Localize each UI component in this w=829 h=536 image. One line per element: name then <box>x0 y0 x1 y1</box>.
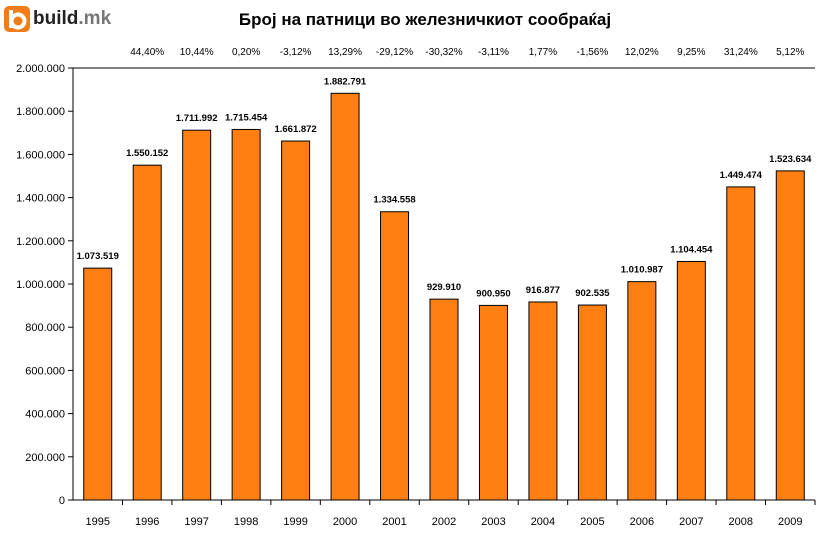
pct-change-2006: 12,02% <box>625 47 659 58</box>
y-tick-label: 800.000 <box>25 322 65 334</box>
data-label-2009: 1.523.634 <box>769 154 812 165</box>
x-label-1997: 1997 <box>184 516 208 528</box>
build-mk-logo: build.mk <box>4 6 111 32</box>
x-label-2005: 2005 <box>580 516 604 528</box>
data-label-1999: 1.661.872 <box>274 124 316 135</box>
bar-2003 <box>478 304 508 501</box>
data-label-1995: 1.073.519 <box>77 251 119 262</box>
bar-2008 <box>726 186 756 501</box>
bar-1997 <box>182 129 212 501</box>
x-label-2000: 2000 <box>333 516 357 528</box>
y-tick-label: 1.800.000 <box>16 106 65 118</box>
bar-2009 <box>775 170 805 501</box>
x-label-2001: 2001 <box>382 516 406 528</box>
y-tick-label: 1.600.000 <box>16 149 65 161</box>
x-label-2003: 2003 <box>481 516 505 528</box>
x-label-2004: 2004 <box>531 516 555 528</box>
x-label-1996: 1996 <box>135 516 159 528</box>
bar-2007 <box>676 260 706 501</box>
bar-2004 <box>528 301 558 501</box>
y-tick-label: 600.000 <box>25 365 65 377</box>
y-tick-label: 1.400.000 <box>16 193 65 205</box>
y-tick-label: 0 <box>59 495 65 507</box>
x-label-2009: 2009 <box>778 516 802 528</box>
bar-2000 <box>330 92 360 501</box>
x-label-2006: 2006 <box>630 516 654 528</box>
y-tick-label: 1.200.000 <box>16 236 65 248</box>
bar-1995 <box>83 267 113 501</box>
y-axis-ticks: 0 200.000 400.000 600.000 800.000 1.000.000 1.… <box>16 63 73 507</box>
data-label-2006: 1.010.987 <box>621 265 663 276</box>
logo-name: build <box>33 8 79 29</box>
pct-change-2003: -3,11% <box>478 47 509 58</box>
data-label-2002: 929.910 <box>427 282 461 293</box>
data-label-2005: 902.535 <box>575 288 610 299</box>
pct-change-2009: 5,12% <box>776 47 804 58</box>
data-label-2001: 1.334.558 <box>373 195 415 206</box>
y-tick-label: 200.000 <box>25 452 65 464</box>
pct-change-1997: 10,44% <box>180 47 214 58</box>
pct-change-2007: 9,25% <box>677 47 705 58</box>
logo-tld: .mk <box>78 8 112 29</box>
x-label-1999: 1999 <box>283 516 307 528</box>
logo-icon <box>4 6 30 32</box>
x-label-1998: 1998 <box>234 516 258 528</box>
pct-change-2001: -29,12% <box>376 47 413 58</box>
chart-title: Број на патници во железничкиот сообраќа… <box>238 10 612 29</box>
bar-1998 <box>231 128 261 501</box>
x-axis-labels: 1995 1996 1997 1998 1999 2000 2001 2002 2003 2004… <box>85 500 816 528</box>
bars <box>83 92 805 501</box>
pct-change-2008: 31,24% <box>724 47 758 58</box>
data-label-2008: 1.449.474 <box>720 170 763 181</box>
pct-change-1999: -3,12% <box>280 47 312 58</box>
data-labels: 1.073.519 1.550.152 1.711.992 1.715.454 1.66… <box>77 76 813 299</box>
bar-1996 <box>132 164 162 501</box>
bar-2002 <box>429 298 459 501</box>
logo-text: build.mk <box>33 8 111 30</box>
x-label-2008: 2008 <box>729 516 753 528</box>
data-label-1997: 1.711.992 <box>176 113 218 124</box>
data-label-1996: 1.550.152 <box>126 148 168 159</box>
data-label-2004: 916.877 <box>526 285 560 296</box>
y-tick-label: 400.000 <box>25 409 65 421</box>
x-label-2007: 2007 <box>679 516 703 528</box>
bar-2006 <box>627 281 657 501</box>
percent-change-row: 44,40% 10,44% 0,20% -3,12% 13,29% -29,12% -30,… <box>130 47 804 58</box>
data-label-2003: 900.950 <box>476 288 510 299</box>
x-label-2002: 2002 <box>432 516 456 528</box>
pct-change-2002: -30,32% <box>425 47 462 58</box>
x-label-1995: 1995 <box>85 516 109 528</box>
pct-change-1996: 44,40% <box>130 47 164 58</box>
data-label-2000: 1.882.791 <box>324 76 367 87</box>
bar-2005 <box>577 304 607 501</box>
pct-change-2005: -1,56% <box>577 47 609 58</box>
data-label-2007: 1.104.454 <box>670 244 713 255</box>
y-tick-label: 2.000.000 <box>16 63 65 75</box>
bar-1999 <box>281 140 311 501</box>
pct-change-2004: 1,77% <box>529 47 557 58</box>
y-tick-label: 1.000.000 <box>16 279 65 291</box>
pct-change-1998: 0,20% <box>232 47 260 58</box>
bar-2001 <box>380 211 410 501</box>
pct-change-2000: 13,29% <box>328 47 362 58</box>
data-label-1998: 1.715.454 <box>225 112 268 123</box>
